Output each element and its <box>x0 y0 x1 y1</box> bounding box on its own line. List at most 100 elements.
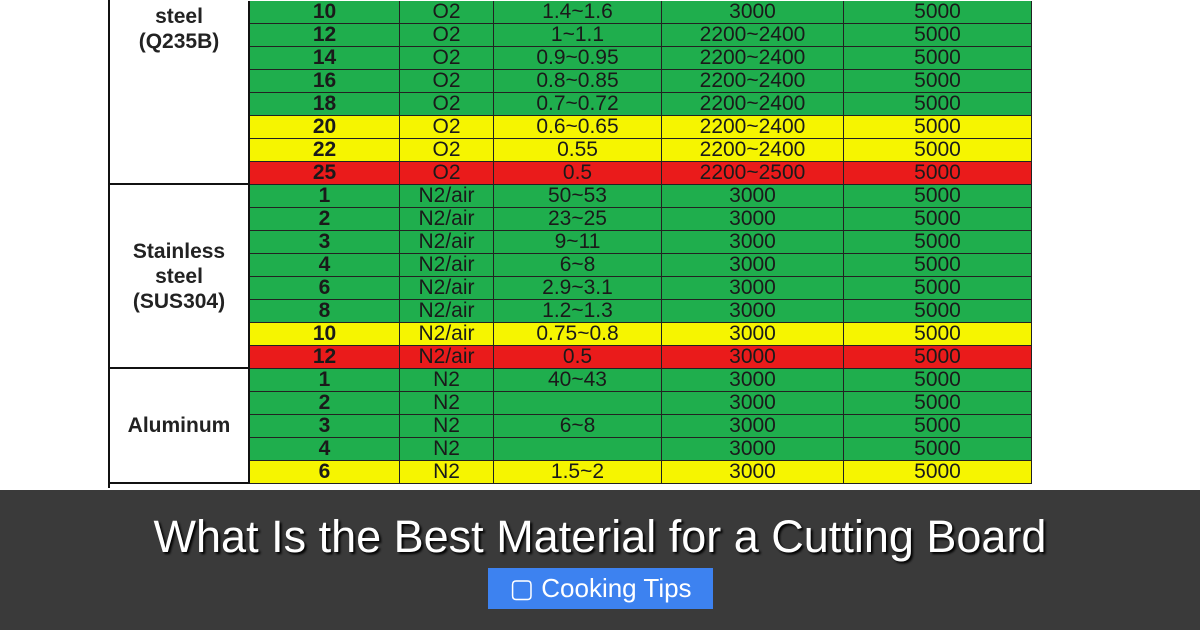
table-cell: 5000 <box>844 208 1032 230</box>
table-row: 22 O2 0.55 2200~2400 5000 <box>250 139 1032 162</box>
table-cell: 1.2~1.3 <box>494 300 662 322</box>
table-cell: 10 <box>250 1 400 23</box>
table-cell: 0.75~0.8 <box>494 323 662 345</box>
table-cell: 2 <box>250 392 400 414</box>
table-row: 2 N2 3000 5000 <box>250 392 1032 415</box>
table-cell: 5000 <box>844 231 1032 253</box>
table-cell: N2/air <box>400 231 494 253</box>
table-cell: 6~8 <box>494 415 662 437</box>
cutting-parameters-table: steel (Q235B) 10 O2 1.4~1.6 3000 5000 12 O2 1~1.… <box>108 0 1032 488</box>
table-row: 12 N2/air 0.5 3000 5000 <box>250 346 1032 369</box>
table-cell: 3000 <box>662 254 844 276</box>
table-cell: N2/air <box>400 300 494 322</box>
table-cell: 2200~2400 <box>662 47 844 69</box>
table-row: 3 N2/air 9~11 3000 5000 <box>250 231 1032 254</box>
table-cell: 2200~2400 <box>662 24 844 46</box>
table-row: 4 N2/air 6~8 3000 5000 <box>250 254 1032 277</box>
table-cell: 20 <box>250 116 400 138</box>
table-cell: 0.6~0.65 <box>494 116 662 138</box>
table-cell: 5000 <box>844 24 1032 46</box>
table-cell: 4 <box>250 254 400 276</box>
table-cell: 2200~2400 <box>662 70 844 92</box>
table-row: 12 O2 1~1.1 2200~2400 5000 <box>250 24 1032 47</box>
table-cell: 6 <box>250 461 400 483</box>
table-cell: 12 <box>250 346 400 368</box>
table-cell: 3000 <box>662 300 844 322</box>
table-cell: N2 <box>400 438 494 460</box>
table-cell: 5000 <box>844 277 1032 299</box>
table-cell: 5000 <box>844 461 1032 483</box>
table-cell: N2 <box>400 392 494 414</box>
folder-icon: ▢ <box>509 573 535 603</box>
table-cell: 3000 <box>662 346 844 368</box>
table-cell: 2200~2500 <box>662 162 844 184</box>
table-row: 6 N2 1.5~2 3000 5000 <box>250 461 1032 484</box>
table-cell: N2/air <box>400 185 494 207</box>
table-row: 14 O2 0.9~0.95 2200~2400 5000 <box>250 47 1032 70</box>
table-row: 10 N2/air 0.75~0.8 3000 5000 <box>250 323 1032 346</box>
table-cell: 0.5 <box>494 346 662 368</box>
table-cell: O2 <box>400 116 494 138</box>
table-cell: 3000 <box>662 323 844 345</box>
table-cell: 5000 <box>844 369 1032 391</box>
table-cell: O2 <box>400 1 494 23</box>
table-cell: 3000 <box>662 461 844 483</box>
table-row: 20 O2 0.6~0.65 2200~2400 5000 <box>250 116 1032 139</box>
table-cell: 5000 <box>844 185 1032 207</box>
table-cell: 6 <box>250 277 400 299</box>
table-cell: N2/air <box>400 277 494 299</box>
material-label: Aluminum <box>127 414 231 437</box>
table-cell: 2200~2400 <box>662 139 844 161</box>
table-cell: 6~8 <box>494 254 662 276</box>
category-label: Cooking Tips <box>541 573 692 603</box>
table-cell: 14 <box>250 47 400 69</box>
table-cell <box>494 392 662 414</box>
table-row: 8 N2/air 1.2~1.3 3000 5000 <box>250 300 1032 323</box>
material-cell: Aluminum <box>110 369 250 484</box>
table-cell: 1.5~2 <box>494 461 662 483</box>
table-cell: 5000 <box>844 415 1032 437</box>
table-cell: 10 <box>250 323 400 345</box>
table-cell: 0.55 <box>494 139 662 161</box>
table-cell: 9~11 <box>494 231 662 253</box>
table-row: 6 N2/air 2.9~3.1 3000 5000 <box>250 277 1032 300</box>
table-cell: N2/air <box>400 323 494 345</box>
table-cell: O2 <box>400 70 494 92</box>
table-row: 3 N2 6~8 3000 5000 <box>250 415 1032 438</box>
table-cell: 5000 <box>844 300 1032 322</box>
table-cell: 2200~2400 <box>662 116 844 138</box>
table-row: 10 O2 1.4~1.6 3000 5000 <box>250 1 1032 24</box>
table-cell: 3000 <box>662 415 844 437</box>
table-cell: 3 <box>250 231 400 253</box>
table-cell: N2/air <box>400 254 494 276</box>
table-cell: 5000 <box>844 70 1032 92</box>
table-cell: 5000 <box>844 162 1032 184</box>
table-cell: 0.5 <box>494 162 662 184</box>
table-cell: 1~1.1 <box>494 24 662 46</box>
table-cell: 5000 <box>844 254 1032 276</box>
table-cell: 5000 <box>844 323 1032 345</box>
table-cell: N2 <box>400 461 494 483</box>
material-label: steel (Q235B) <box>138 5 220 53</box>
table-cell: 25 <box>250 162 400 184</box>
table-cell: 3000 <box>662 208 844 230</box>
table-cell: 1.4~1.6 <box>494 1 662 23</box>
table-cell: 3000 <box>662 1 844 23</box>
category-badge[interactable]: ▢ Cooking Tips <box>488 568 713 609</box>
material-cell: Stainless steel (SUS304) <box>110 185 250 369</box>
table-cell: 3000 <box>662 438 844 460</box>
table-cell: O2 <box>400 139 494 161</box>
table-cell: 2 <box>250 208 400 230</box>
table-cell: 12 <box>250 24 400 46</box>
table-cell: 3000 <box>662 277 844 299</box>
table-cell: 5000 <box>844 139 1032 161</box>
table-cell: 4 <box>250 438 400 460</box>
table-cell: 23~25 <box>494 208 662 230</box>
table-cell: 0.7~0.72 <box>494 93 662 115</box>
table-cell: 1 <box>250 185 400 207</box>
table-cell: 3000 <box>662 392 844 414</box>
table-cell: 8 <box>250 300 400 322</box>
table-cell: 0.8~0.85 <box>494 70 662 92</box>
table-cell: N2/air <box>400 208 494 230</box>
table-cell: 0.9~0.95 <box>494 47 662 69</box>
